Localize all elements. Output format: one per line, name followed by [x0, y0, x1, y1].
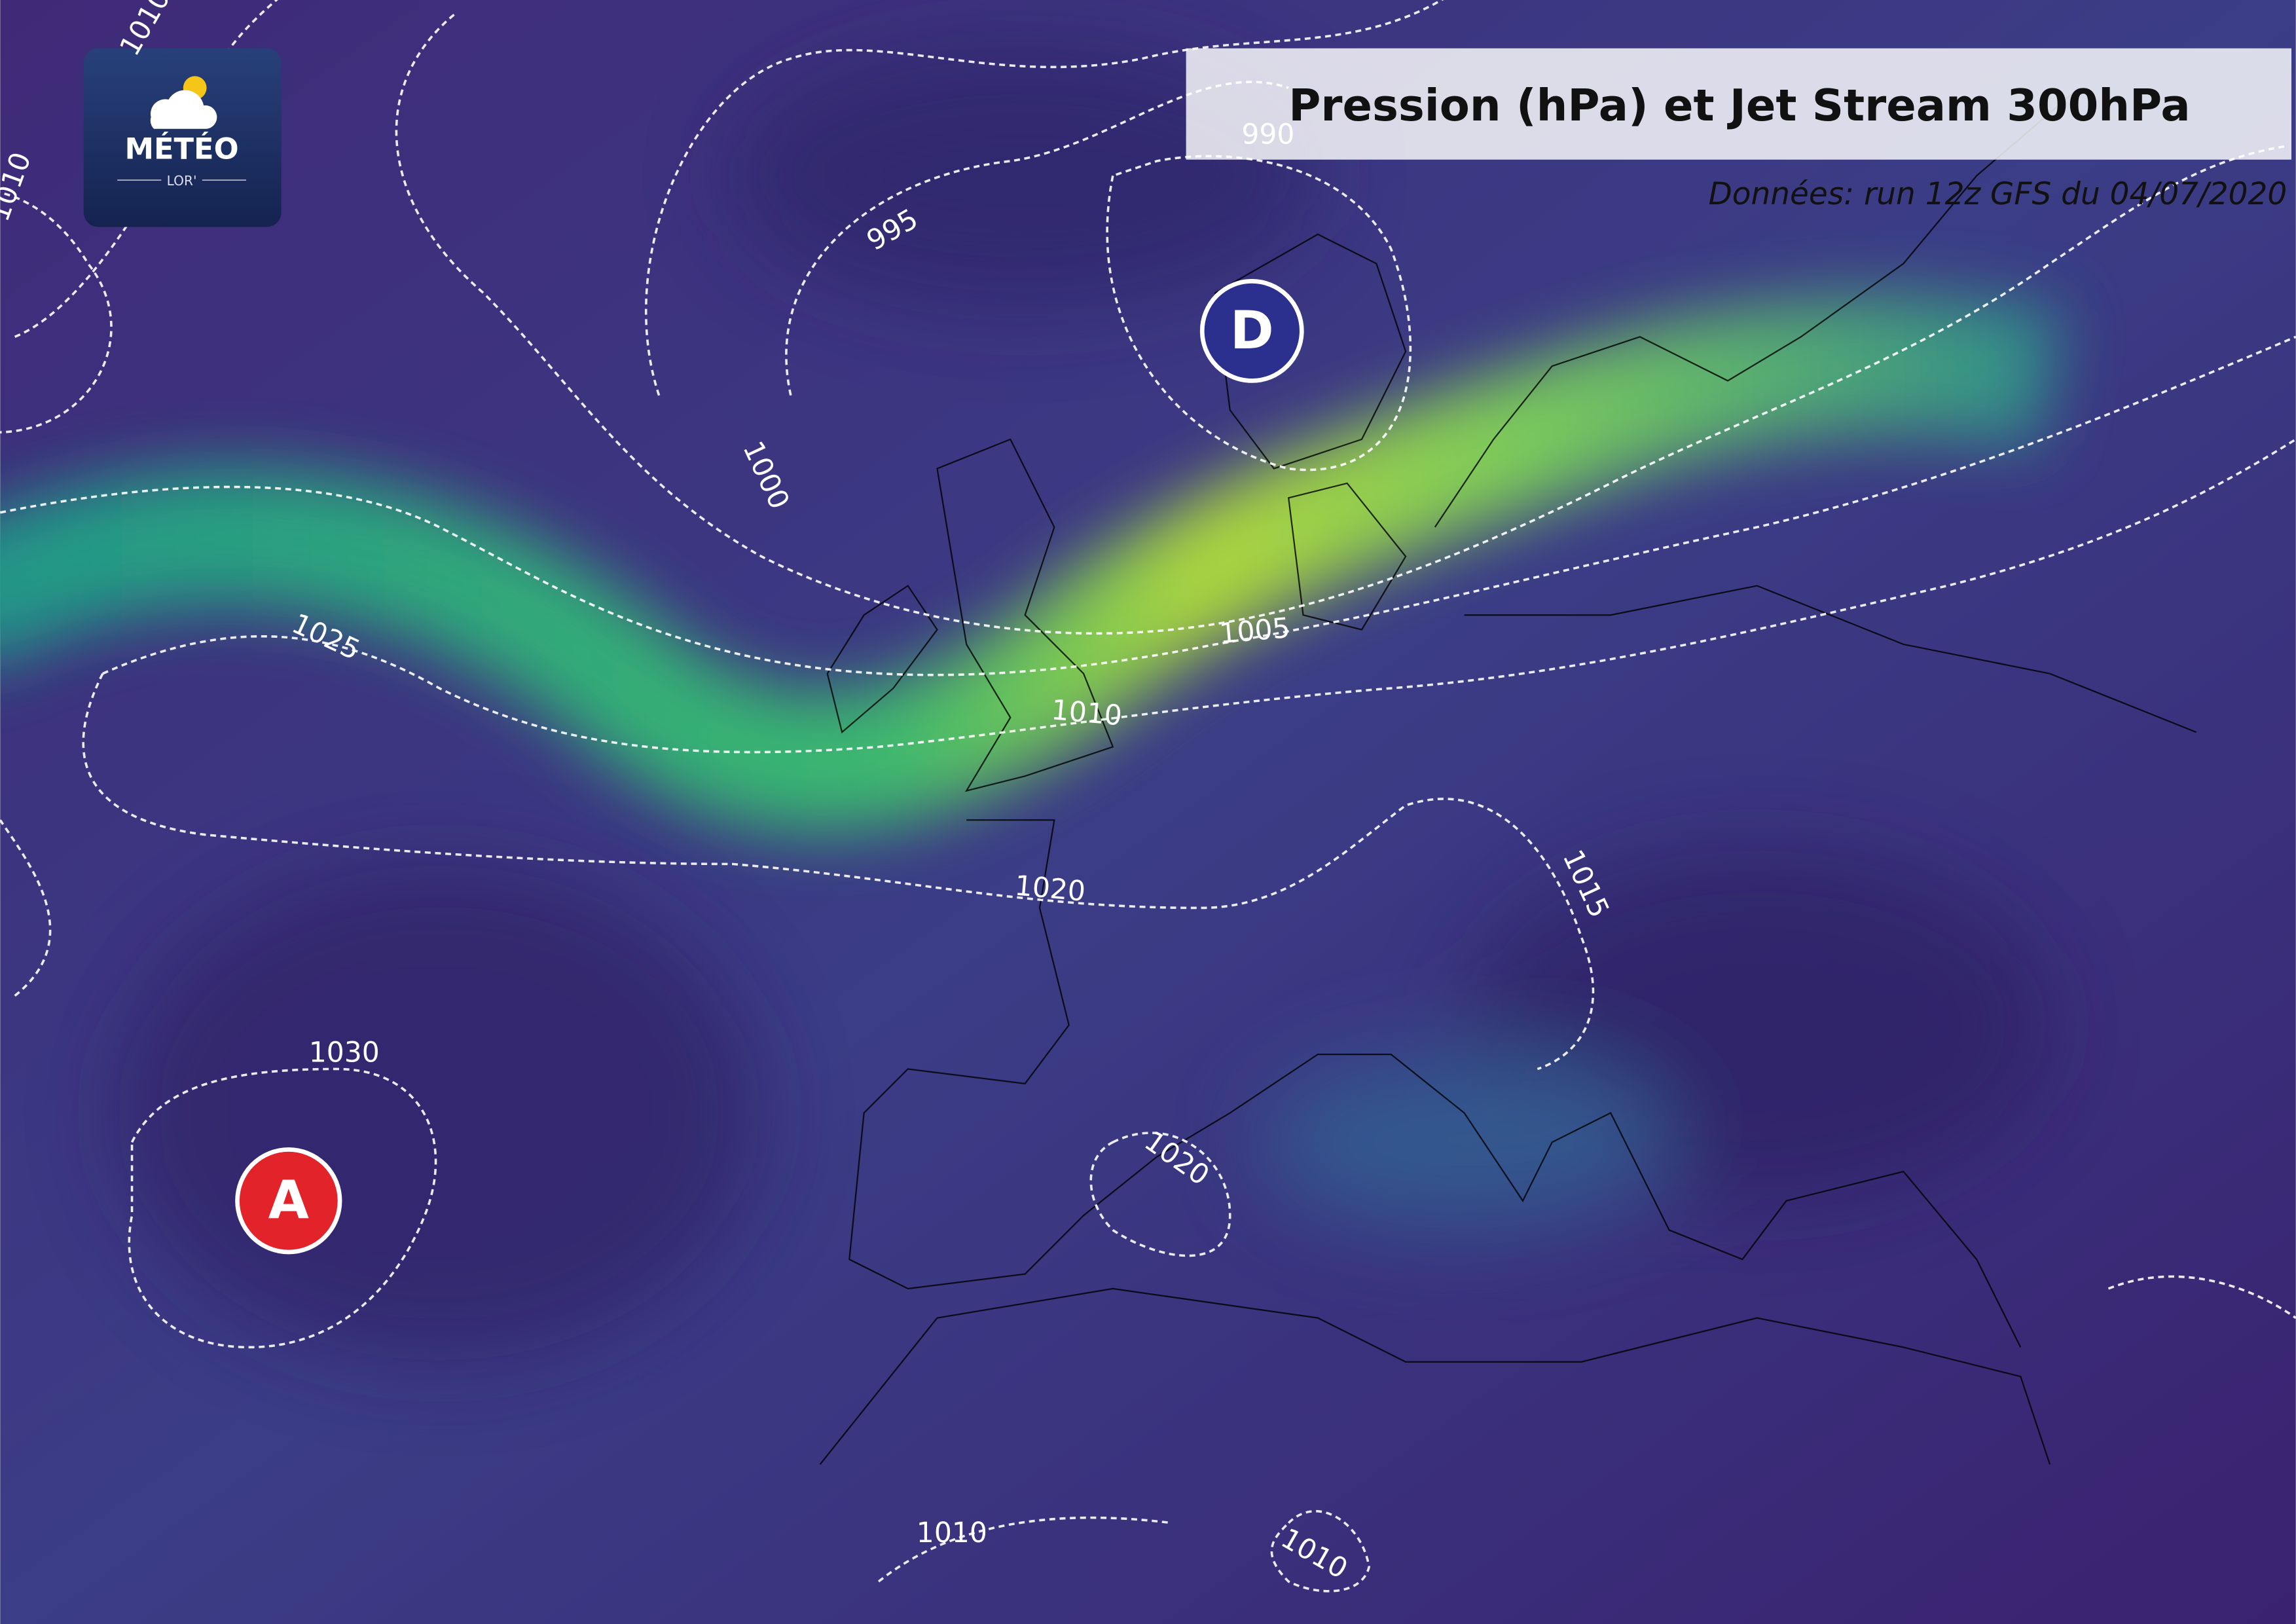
jet-stream	[0, 295, 2064, 832]
high-label: A	[268, 1169, 309, 1230]
logo-name: MÉTÉO	[125, 131, 239, 166]
logo-cloud	[150, 90, 217, 129]
subtitle: Données: run 12z GFS du 04/07/2020	[1709, 176, 2287, 212]
logo: MÉTÉO LOR'	[83, 48, 282, 227]
isobar-label: 1005	[1218, 612, 1292, 650]
low-center: D	[1199, 279, 1304, 383]
title: Pression (hPa) et Jet Stream 300hPa	[1288, 80, 2190, 131]
title-box	[1186, 48, 2292, 160]
logo-sub: LOR'	[167, 173, 197, 189]
isobar-label: 1020	[1013, 870, 1087, 908]
coastlines	[819, 87, 2197, 1465]
low-label: D	[1230, 299, 1274, 361]
high-center: A	[235, 1147, 342, 1255]
logo-badge	[83, 48, 282, 227]
isobar-label: 1030	[309, 1037, 380, 1069]
isobar-label: 990	[1241, 119, 1294, 151]
isobar-label: 1010	[917, 1517, 987, 1549]
isobar-label: 1010	[1050, 694, 1123, 732]
low-marker	[1199, 279, 1304, 383]
high-marker	[235, 1147, 342, 1255]
